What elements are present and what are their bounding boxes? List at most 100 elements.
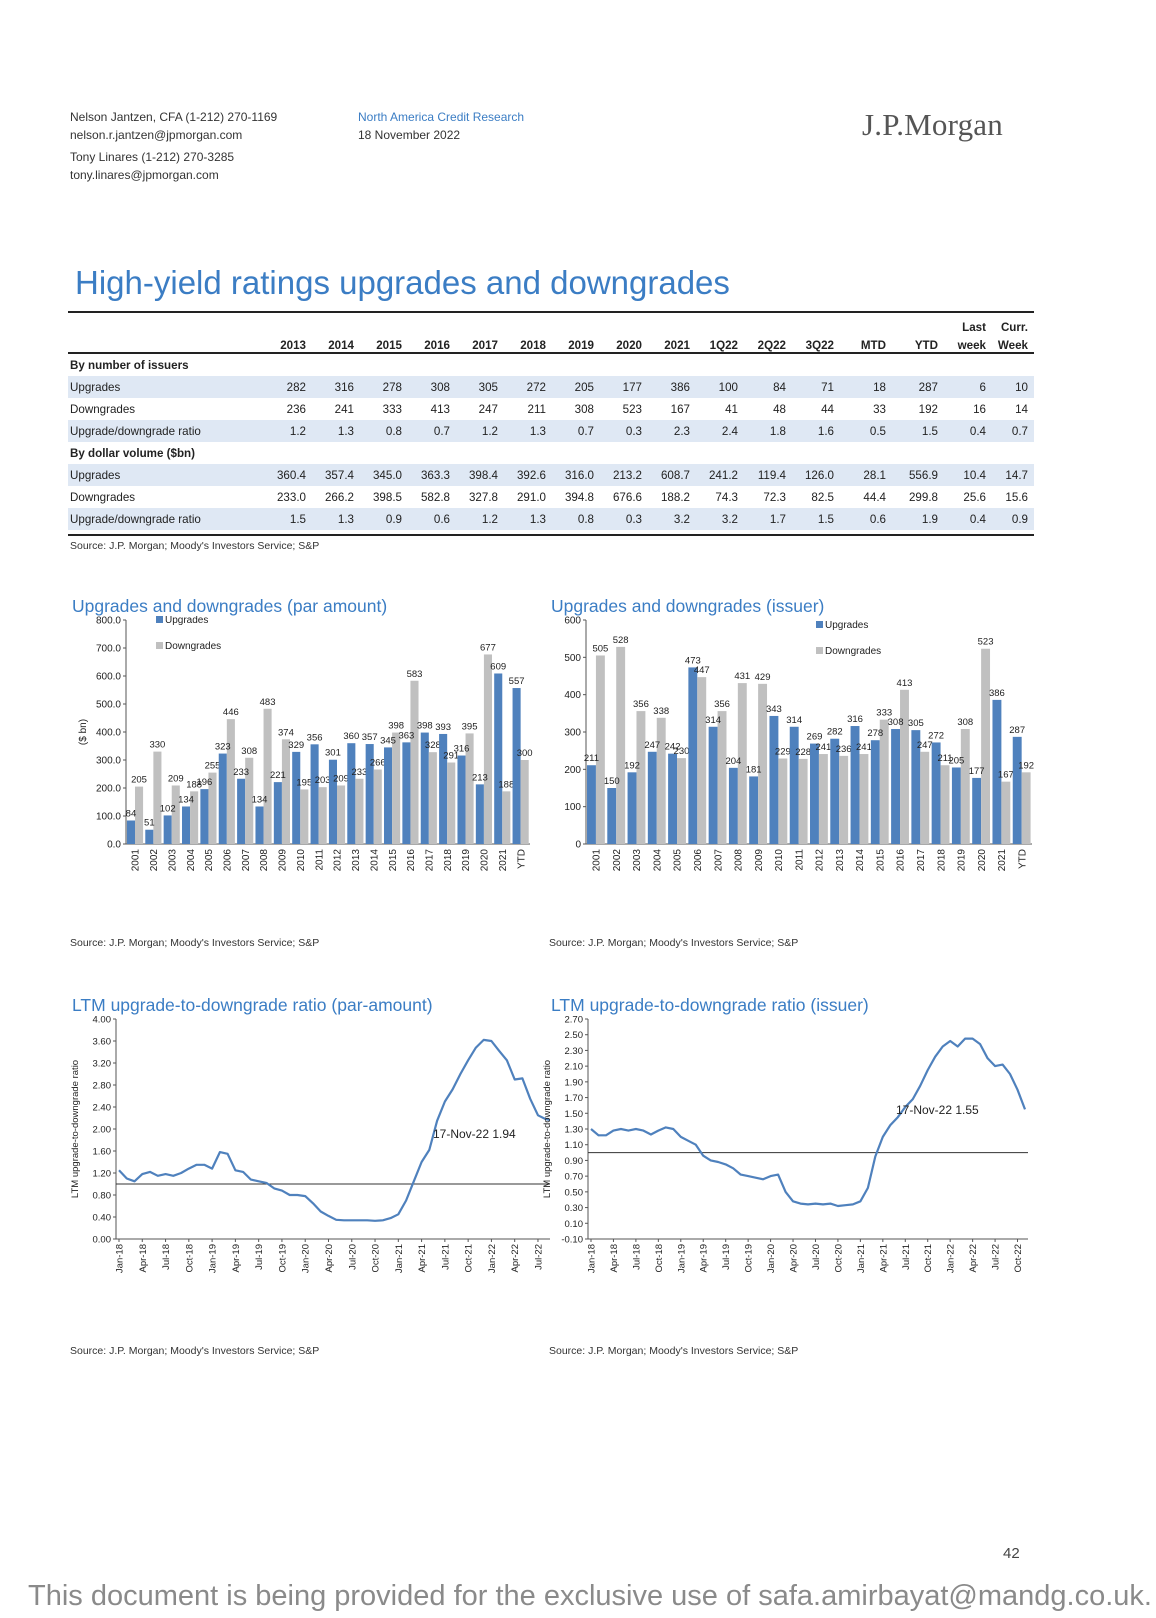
data-label-downgrades: 505 <box>592 643 608 654</box>
bar-upgrades <box>182 806 191 844</box>
chart-title-par: Upgrades and downgrades (par amount) <box>72 596 388 616</box>
data-label-downgrades: 230 <box>674 746 690 757</box>
header-cell: 2013 <box>265 334 312 354</box>
header-cell <box>600 316 648 334</box>
table-source: Source: J.P. Morgan; Moody's Investors S… <box>70 540 320 552</box>
table-cell: 213.2 <box>600 464 648 486</box>
x-tick-label: Jan-22 <box>487 1244 498 1273</box>
y-tick-label: 800.0 <box>96 616 121 627</box>
data-label-downgrades: 330 <box>149 740 165 751</box>
header-cell <box>456 316 504 334</box>
table-cell: 1.2 <box>456 508 504 530</box>
bar-downgrades <box>153 751 162 844</box>
bar-downgrades <box>483 654 492 844</box>
bar-upgrades <box>891 729 901 844</box>
x-tick-label: Apr-18 <box>609 1244 620 1273</box>
x-tick-label: Apr-18 <box>138 1244 149 1273</box>
y-tick-label: 0 <box>575 840 581 851</box>
y-tick-label: 2.30 <box>565 1046 584 1057</box>
bar-downgrades <box>656 717 666 844</box>
x-tick-label: Apr-19 <box>699 1244 710 1273</box>
y-tick-label: -0.10 <box>561 1235 583 1246</box>
data-label-upgrades: 557 <box>509 676 525 687</box>
table-cell: 272 <box>504 376 552 398</box>
data-label-downgrades: 192 <box>1018 760 1034 771</box>
x-tick-label: 2015 <box>875 849 886 872</box>
y-tick-label: 1.30 <box>565 1125 584 1136</box>
table-cell: 28.1 <box>840 464 892 486</box>
x-tick-label: 2009 <box>754 849 765 872</box>
x-tick-label: 2020 <box>480 849 491 872</box>
y-tick-label: 1.70 <box>565 1093 584 1104</box>
x-tick-label: 2006 <box>223 849 234 872</box>
x-tick-label: Oct-20 <box>371 1244 382 1273</box>
bar-downgrades <box>818 754 828 844</box>
x-tick-label: Apr-20 <box>324 1244 335 1273</box>
x-tick-label: 2018 <box>936 849 947 872</box>
y-tick-label: 1.90 <box>565 1077 584 1088</box>
page-number: 42 <box>1003 1545 1020 1562</box>
table-cell: 0.8 <box>360 420 408 442</box>
bar-upgrades <box>494 673 503 844</box>
table-cell: 241.2 <box>696 464 744 486</box>
table-row: Upgrades 282 316 278 308 305 272 205 177 386 100 84… <box>68 376 1034 398</box>
legend-label: Downgrades <box>825 646 881 657</box>
bar-downgrades <box>960 729 970 844</box>
bar-downgrades <box>410 680 419 844</box>
x-tick-label: 2007 <box>713 849 724 872</box>
author-1: Nelson Jantzen, CFA (1-212) 270-1169 <box>70 110 278 124</box>
data-label-downgrades: 209 <box>333 773 349 784</box>
table-cell: 0.3 <box>600 508 648 530</box>
data-label-upgrades: 102 <box>160 803 176 814</box>
y-tick-label: 3.60 <box>93 1037 112 1048</box>
x-tick-label: 2008 <box>734 849 745 872</box>
x-tick-label: Jan-20 <box>766 1244 777 1273</box>
series-line <box>118 1038 550 1222</box>
x-tick-label: 2017 <box>425 849 436 872</box>
x-tick-label: 2021 <box>997 849 1008 872</box>
data-label-downgrades: 209 <box>168 773 184 784</box>
table-cell: 0.3 <box>600 420 648 442</box>
table-row: Downgrades 236 241 333 413 247 211 308 523 167 41 4… <box>68 398 1034 420</box>
data-label-downgrades: 188 <box>186 779 202 790</box>
x-tick-label: 2019 <box>461 849 472 872</box>
x-tick-label: Jul-20 <box>347 1244 358 1270</box>
x-tick-label: 2003 <box>167 849 178 872</box>
x-tick-label: Jul-22 <box>991 1244 1002 1270</box>
data-label-upgrades: 221 <box>270 770 286 781</box>
table-cell: 333 <box>382 402 402 416</box>
bar-downgrades <box>697 677 707 844</box>
table-cell: 188.2 <box>660 490 690 504</box>
table-cell: 316.0 <box>552 464 600 486</box>
x-tick-label: 2001 <box>131 849 142 872</box>
table-cell: 1.3 <box>312 508 360 530</box>
data-label-upgrades: 316 <box>847 714 863 725</box>
data-label-upgrades: 134 <box>178 794 194 805</box>
table-cell: 345.0 <box>360 464 408 486</box>
table-cell: 0.7 <box>552 420 600 442</box>
bar-upgrades <box>728 767 738 844</box>
table-cell: 18 <box>840 376 892 398</box>
x-tick-label: 2015 <box>388 849 399 872</box>
data-label-downgrades: 374 <box>278 727 294 738</box>
x-tick-label: 2005 <box>204 849 215 872</box>
chart-title-ltm-par: LTM upgrade-to-downgrade ratio (par-amou… <box>72 995 433 1015</box>
header-cell <box>840 316 892 334</box>
data-label-upgrades: 360 <box>343 731 359 742</box>
x-tick-label: Oct-18 <box>654 1244 665 1273</box>
x-tick-label: 2011 <box>314 849 325 871</box>
y-tick-label: 500.0 <box>96 700 121 711</box>
table-section-row: By dollar volume ($bn) <box>68 442 1034 464</box>
data-label-downgrades: 677 <box>480 642 496 653</box>
table-cell: 33 <box>873 402 886 416</box>
x-tick-label: Oct-21 <box>464 1244 475 1273</box>
bar-upgrades <box>1012 736 1022 844</box>
table-row: Upgrade/downgrade ratio 1.5 1.3 0.9 0.6 1.2 1.… <box>68 508 1034 530</box>
table-cell: 44 <box>821 402 834 416</box>
header-cell: 2016 <box>408 334 456 354</box>
department: North America Credit Research <box>358 110 525 124</box>
email-2: tony.linares@jpmorgan.com <box>70 168 219 182</box>
header-cell: YTD <box>892 334 944 354</box>
y-tick-label: 200 <box>564 765 581 776</box>
bar-upgrades <box>292 751 301 844</box>
